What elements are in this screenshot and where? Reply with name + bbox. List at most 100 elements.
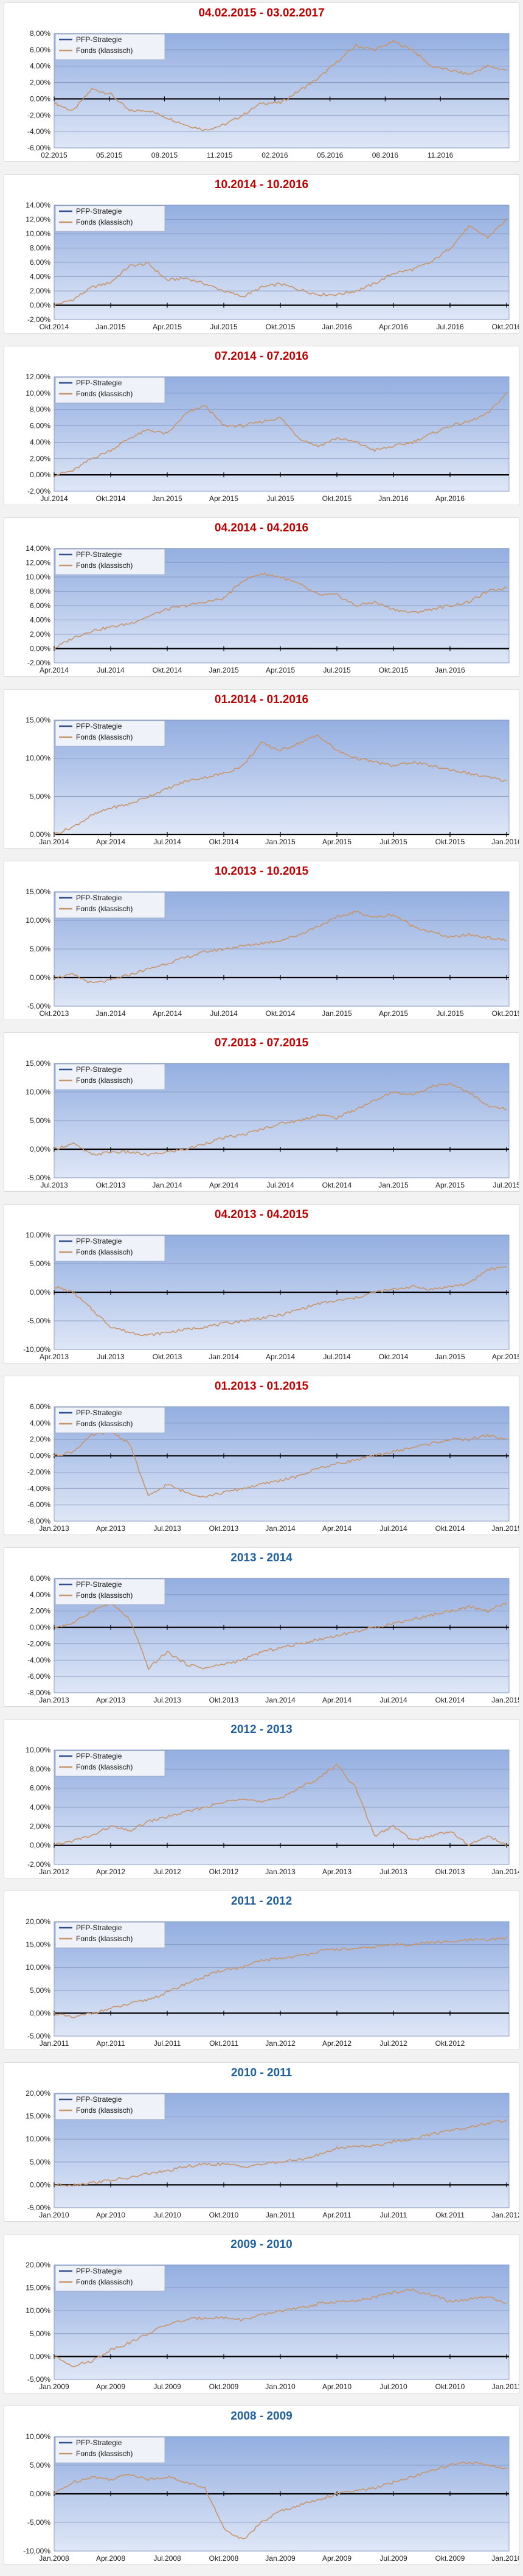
x-tick-label: Apr.2012 xyxy=(322,2039,352,2048)
y-tick-label: 5,00% xyxy=(30,945,50,953)
legend-box xyxy=(55,205,165,232)
chart-panel: 10.2014 - 10.2016 -2,00% 0,00% 2,00% 4,00% 6,… xyxy=(4,174,519,334)
y-tick-label: 0,00% xyxy=(30,301,50,310)
x-tick-label: Jul.2014 xyxy=(379,1696,407,1704)
x-tick-label: Jul.2010 xyxy=(153,2211,181,2219)
x-tick-label: 05.2015 xyxy=(96,151,123,159)
y-tick-label: 0,00% xyxy=(30,830,50,839)
series-line-fonds xyxy=(54,572,507,650)
x-tick-label: 11.2015 xyxy=(207,151,233,159)
y-tick-label: 10,00% xyxy=(26,1088,50,1096)
x-tick-label: Apr.2015 xyxy=(153,323,182,331)
x-tick-label: Okt.2015 xyxy=(492,1009,519,1018)
chart-panel: 2013 - 2014 -8,00% -6,00% -4,00% -2,00% 0,00%… xyxy=(4,1547,519,1707)
chart-title: 01.2014 - 01.2016 xyxy=(214,693,309,706)
x-tick-label: Okt.2008 xyxy=(209,2554,239,2563)
x-tick-label: Okt.2014 xyxy=(435,1524,465,1533)
x-tick-label: Jul.2013 xyxy=(153,1524,181,1533)
legend-label: Fonds (klassisch) xyxy=(76,390,133,398)
legend-label: PFP-Strategie xyxy=(76,35,122,44)
legend-label: PFP-Strategie xyxy=(76,722,122,730)
x-tick-label: Jan.2015 xyxy=(378,1181,409,1189)
chart-svg: -2,00% 0,00% 2,00% 4,00% 6,00% 8,00% 10,00% 12,… xyxy=(26,373,510,503)
chart-svg: -10,00% -5,00% 0,00% 5,00% 10,00% Apr.2013 Jul… xyxy=(23,1231,519,1361)
x-tick-label: Okt.2011 xyxy=(435,2211,465,2219)
y-tick-label: -8,00% xyxy=(27,1689,50,1697)
x-tick-label: Okt.2013 xyxy=(209,1524,239,1533)
y-tick-label: -2,00% xyxy=(27,315,50,324)
x-tick-label: Jan.2011 xyxy=(40,2039,69,2048)
chart-svg: -8,00% -6,00% -4,00% -2,00% 0,00% 2,00% 4,00% 6… xyxy=(27,1402,519,1533)
y-tick-label: 4,00% xyxy=(30,62,50,71)
legend-box xyxy=(55,1750,165,1777)
chart-svg: -2,00% 0,00% 2,00% 4,00% 6,00% 8,00% 10,00% 12,… xyxy=(26,201,519,331)
x-tick-label: Jul.2009 xyxy=(153,2382,181,2391)
chart-panel: 04.2013 - 04.2015 -10,00% -5,00% 0,00% 5,00%… xyxy=(4,1204,519,1363)
x-tick-label: Jan.2013 xyxy=(39,1696,69,1704)
x-tick-label: Jan.2016 xyxy=(491,838,519,846)
y-tick-label: 5,00% xyxy=(30,1986,50,1995)
x-tick-label: Apr.2014 xyxy=(153,1009,182,1018)
x-tick-label: Okt.2014 xyxy=(379,1353,409,1361)
x-tick-label: Jul.2015 xyxy=(266,494,294,503)
chart-svg: -10,00% -5,00% 0,00% 5,00% 10,00% Jan.2008 Apr… xyxy=(23,2432,519,2563)
x-tick-label: 05.2016 xyxy=(317,151,344,159)
series-line-fonds xyxy=(54,392,507,477)
series-line-fonds xyxy=(54,1936,507,2018)
x-tick-label: Apr.2014 xyxy=(96,838,125,846)
legend: PFP-Strategie Fonds (klassisch) xyxy=(55,1407,165,1433)
y-tick-label: 0,00% xyxy=(30,1452,50,1460)
y-tick-label: -2,00% xyxy=(27,1639,50,1648)
y-tick-label: 6,00% xyxy=(30,601,50,610)
legend-label: PFP-Strategie xyxy=(76,2095,122,2104)
series-line-fonds xyxy=(54,217,507,307)
y-tick-label: -8,00% xyxy=(27,1517,50,1525)
legend-label: PFP-Strategie xyxy=(76,1237,122,1245)
x-tick-label: Jul.2013 xyxy=(379,1867,407,1876)
chart-svg: -5,00% 0,00% 5,00% 10,00% 15,00% 20,00% Jan.20… xyxy=(26,1917,510,2048)
chart-svg: -5,00% 0,00% 5,00% 10,00% 15,00% 20,00% Jan.20… xyxy=(26,2089,519,2219)
x-tick-label: Jan.2015 xyxy=(322,1009,352,1018)
x-tick-label: 02.2016 xyxy=(262,151,288,159)
y-tick-label: 5,00% xyxy=(30,2158,50,2166)
chart-title: 07.2014 - 07.2016 xyxy=(214,350,309,363)
chart-panel: 04.2014 - 04.2016 -2,00% 0,00% 2,00% 4,00% 6,… xyxy=(4,517,519,677)
x-tick-label: Jan.2015 xyxy=(152,494,182,503)
x-tick-label: Okt.2014 xyxy=(40,323,69,331)
chart-panel: 01.2014 - 01.2016 0,00% 5,00% 10,00% 15,00% J… xyxy=(4,689,519,849)
y-tick-label: -6,00% xyxy=(27,1500,50,1509)
legend-box xyxy=(55,1407,165,1433)
y-tick-label: 10,00% xyxy=(26,2306,50,2315)
legend-label: Fonds (klassisch) xyxy=(76,561,133,570)
y-tick-label: -4,00% xyxy=(27,127,50,136)
legend-label: PFP-Strategie xyxy=(76,2438,122,2447)
x-tick-label: Jul.2015 xyxy=(379,838,407,846)
y-tick-label: 0,00% xyxy=(30,973,50,982)
y-tick-label: 6,00% xyxy=(30,422,50,430)
x-tick-label: Apr.2008 xyxy=(96,2554,125,2563)
legend: PFP-Strategie Fonds (klassisch) xyxy=(55,2437,165,2463)
y-tick-label: 2,00% xyxy=(30,79,50,87)
x-tick-label: Jan.2011 xyxy=(266,2211,296,2219)
x-tick-label: Okt.2010 xyxy=(209,2211,239,2219)
x-tick-label: Okt.2015 xyxy=(435,838,465,846)
y-tick-label: 4,00% xyxy=(30,616,50,625)
chart-svg: -5,00% 0,00% 5,00% 10,00% 15,00% Jul.2013 Okt.… xyxy=(26,1059,519,1189)
x-tick-label: Jan.2014 xyxy=(152,1181,182,1189)
x-tick-label: Apr.2013 xyxy=(96,1524,125,1533)
y-tick-label: 2,00% xyxy=(30,630,50,639)
y-tick-label: 0,00% xyxy=(30,2009,50,2017)
x-tick-label: Jan.2016 xyxy=(378,494,409,503)
legend-label: Fonds (klassisch) xyxy=(76,2106,133,2115)
x-tick-label: Apr.2013 xyxy=(40,1353,69,1361)
x-tick-label: Jul.2013 xyxy=(97,1353,125,1361)
legend-label: Fonds (klassisch) xyxy=(76,1076,133,1085)
legend-label: PFP-Strategie xyxy=(76,1065,122,1074)
y-tick-label: 15,00% xyxy=(26,716,50,724)
x-tick-label: Jul.2015 xyxy=(436,1009,464,1018)
x-tick-label: Apr.2011 xyxy=(322,2211,351,2219)
chart-panel: 01.2013 - 01.2015 -8,00% -6,00% -4,00% -2,00… xyxy=(4,1376,519,1535)
chart-svg: -2,00% 0,00% 2,00% 4,00% 6,00% 8,00% 10,00% Jan… xyxy=(26,1746,519,1876)
x-tick-label: Apr.2013 xyxy=(322,1867,352,1876)
y-tick-label: 10,00% xyxy=(26,1746,50,1754)
